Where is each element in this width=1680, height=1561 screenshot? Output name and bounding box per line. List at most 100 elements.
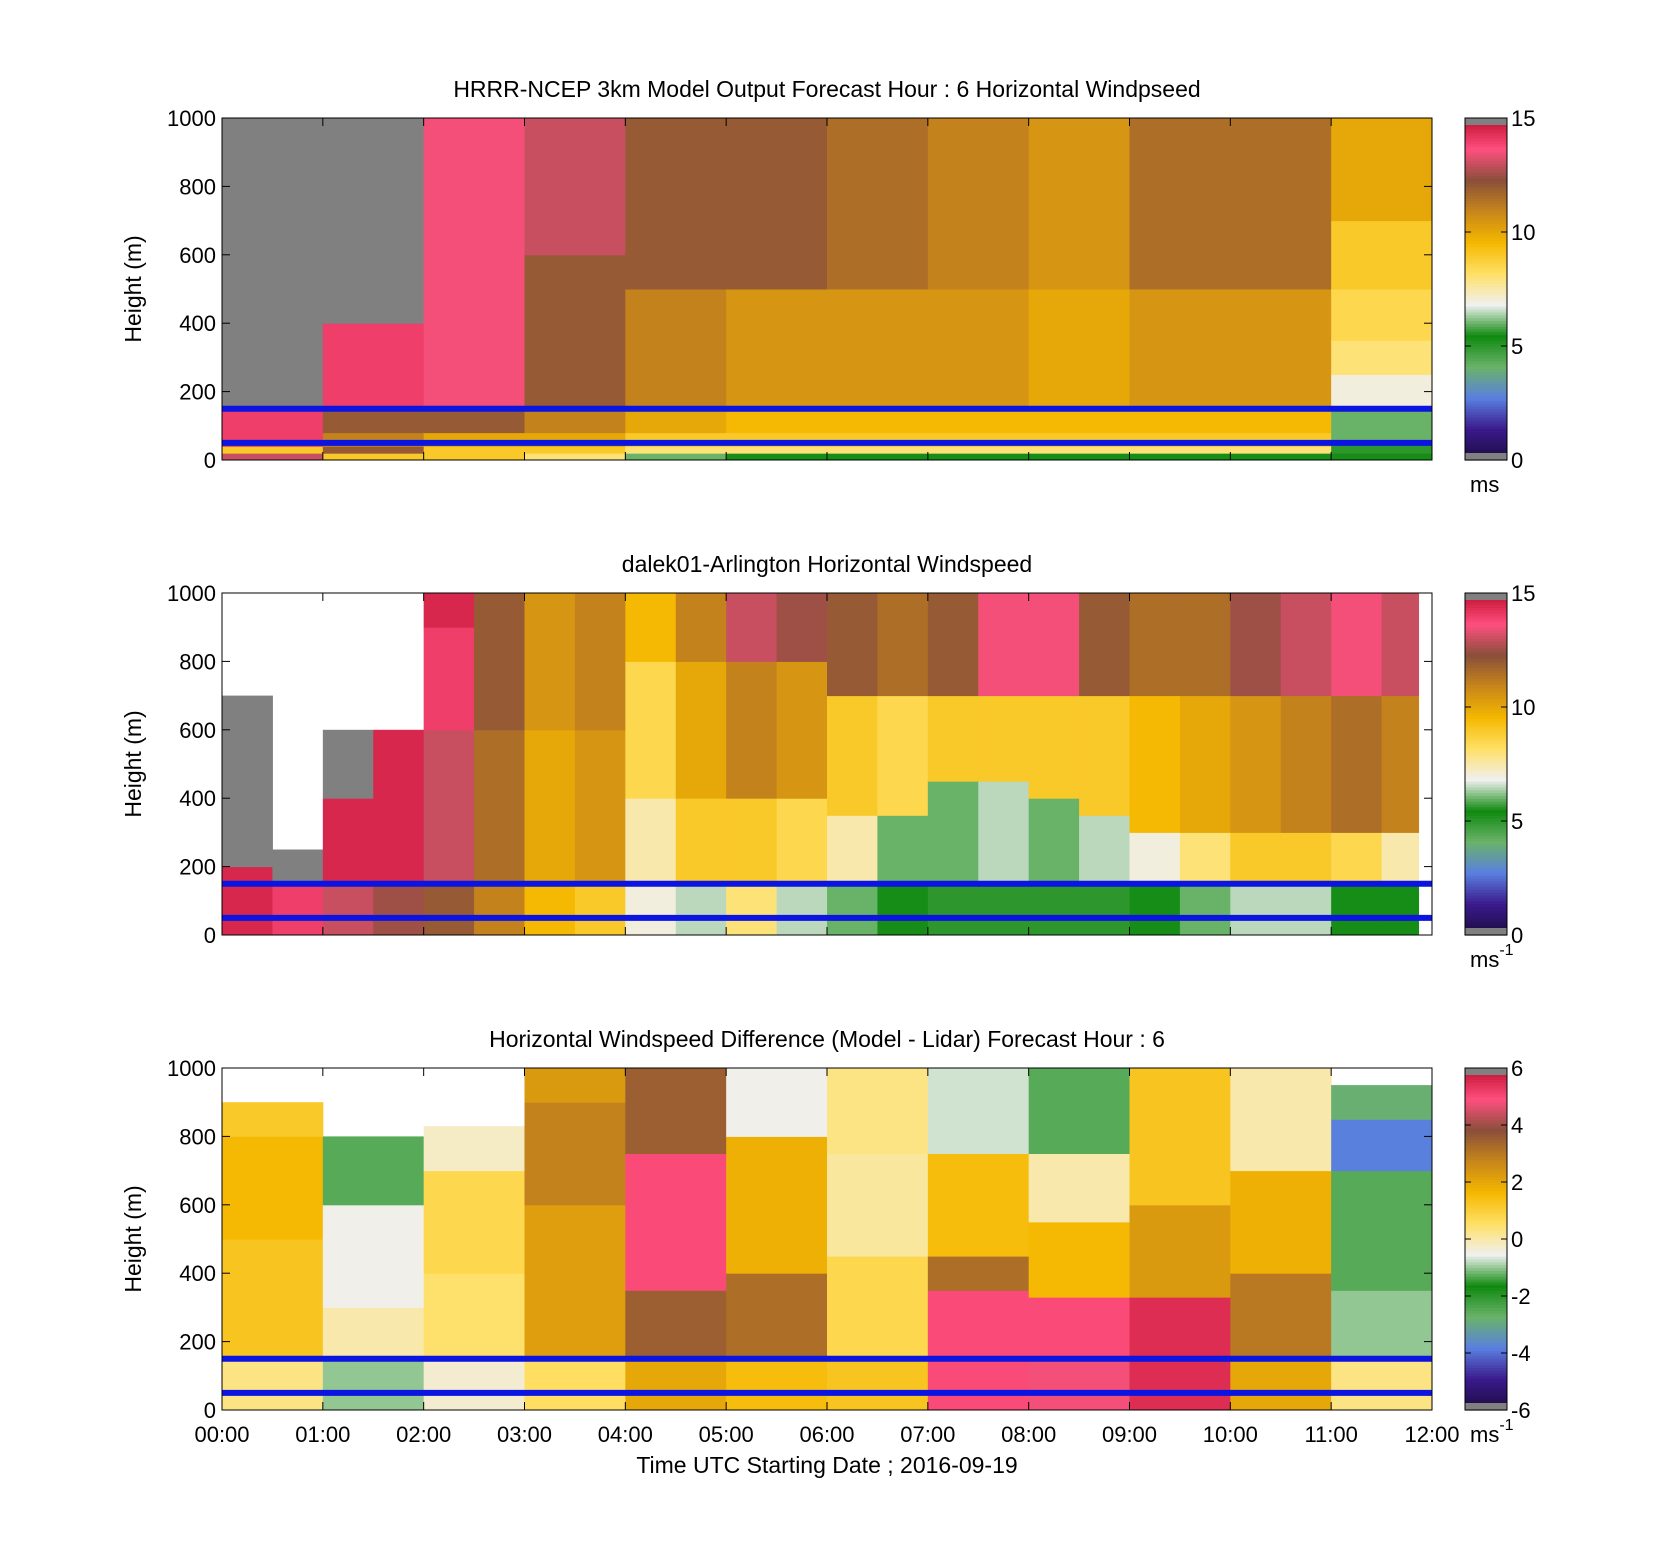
colorbar-strip [1465, 801, 1507, 805]
heatmap-cell [1230, 1358, 1332, 1411]
heatmap-cell [1079, 883, 1130, 936]
colorbar-strip [1465, 1344, 1507, 1348]
colorbar-strip [1465, 1221, 1507, 1226]
colorbar-strip [1465, 1156, 1507, 1160]
colorbar-strip [1465, 385, 1507, 390]
colorbar-strip [1465, 311, 1507, 316]
heatmap-cell [675, 661, 727, 799]
heatmap-cell [222, 453, 324, 461]
colorbar-tick-label: 5 [1511, 809, 1523, 834]
colorbar-strip [1465, 863, 1507, 868]
y-tick-label: 600 [179, 243, 216, 268]
colorbar-strip [1465, 1256, 1507, 1260]
heatmap-cell [1028, 593, 1080, 697]
colorbar-strip [1465, 1119, 1507, 1123]
colorbar-strip [1465, 1150, 1507, 1155]
colorbar-strip [1465, 838, 1507, 842]
heatmap-cell [1179, 883, 1231, 936]
colorbar-strip [1465, 363, 1507, 367]
heatmap-cell [1230, 1068, 1332, 1172]
colorbar-strip [1465, 420, 1507, 424]
heatmap-cell [423, 408, 525, 434]
colorbar-strip [1465, 257, 1507, 262]
colorbar-strip [1465, 1087, 1507, 1092]
colorbar-strip [1465, 160, 1507, 165]
colorbar-strip [1465, 297, 1507, 301]
heatmap-cell [927, 781, 979, 885]
colorbar-tick-label: 5 [1511, 334, 1523, 359]
heatmap-cell [322, 446, 425, 454]
heatmap-cell [222, 1102, 324, 1137]
colorbar-strip [1465, 175, 1507, 179]
colorbar-strip [1465, 132, 1507, 136]
colorbar-strip [1465, 1102, 1507, 1106]
colorbar-strip [1465, 792, 1507, 796]
colorbar-strip [1465, 707, 1507, 711]
heatmap-cell [726, 661, 778, 799]
colorbar-strip [1465, 177, 1507, 182]
colorbar-strip [1465, 840, 1507, 845]
colorbar-strip [1465, 615, 1507, 620]
colorbar-strip [1465, 320, 1507, 324]
colorbar-unit: ms [1470, 472, 1499, 497]
colorbar-tick-label: 0 [1511, 1227, 1523, 1252]
colorbar-strip [1465, 1315, 1507, 1320]
colorbar: 0 5 10 15 ms -1 [1464, 581, 1535, 972]
heatmap-cell [373, 729, 425, 885]
colorbar-strip [1465, 869, 1507, 873]
colorbar-strip [1465, 701, 1507, 705]
colorbar-strip [1465, 749, 1507, 754]
colorbar-strip [1465, 1201, 1507, 1206]
heatmap-cell [927, 695, 979, 782]
colorbar-strip [1465, 909, 1507, 913]
heatmap-cell [322, 323, 425, 410]
colorbar-strip [1465, 1298, 1507, 1303]
colorbar-strip [1465, 1230, 1507, 1234]
colorbar-strip [1465, 889, 1507, 893]
colorbar-tick-label: 6 [1511, 1056, 1523, 1081]
colorbar-strip [1465, 764, 1507, 768]
colorbar-strip [1465, 1085, 1507, 1089]
heatmap-cell [625, 798, 677, 885]
colorbar-strip [1465, 1224, 1507, 1229]
heatmap-cell [726, 883, 778, 936]
colorbar-strip [1465, 140, 1507, 145]
colorbar-strip [1465, 1335, 1507, 1340]
colorbar-strip [1465, 1244, 1507, 1249]
colorbar-strip [1465, 672, 1507, 677]
heatmap-cell [1028, 118, 1130, 290]
colorbar-strip [1465, 1199, 1507, 1203]
colorbar-strip [1465, 769, 1507, 774]
colorbar-strip [1465, 337, 1507, 341]
colorbar-strip [1465, 641, 1507, 645]
panel-title: Horizontal Windspeed Difference (Model -… [489, 1026, 1165, 1052]
colorbar-strip [1465, 203, 1507, 207]
colorbar-strip [1465, 906, 1507, 910]
heatmap-cell [423, 627, 475, 731]
heatmap-cell [1028, 289, 1130, 410]
heatmap-cell [322, 1358, 425, 1411]
heatmap-cell [726, 1068, 828, 1137]
heatmap-cell [222, 357, 324, 410]
x-axis-label: Time UTC Starting Date ; 2016-09-19 [636, 1452, 1017, 1478]
colorbar-strip [1465, 351, 1507, 356]
colorbar-strip [1465, 368, 1507, 373]
colorbar-strip [1465, 698, 1507, 702]
colorbar-strip [1465, 123, 1507, 128]
colorbar-strip [1465, 1144, 1507, 1149]
heatmap-cell [927, 1256, 1030, 1291]
colorbar-strip [1465, 1142, 1507, 1146]
colorbar-strip [1465, 334, 1507, 339]
colorbar-strip [1465, 647, 1507, 651]
colorbar-strip [1465, 652, 1507, 657]
colorbar-strip [1465, 326, 1507, 330]
colorbar-strip [1465, 249, 1507, 253]
colorbar-strip [1465, 1390, 1507, 1394]
colorbar-tick-label: 0 [1511, 923, 1523, 948]
heatmap-cell [625, 408, 727, 434]
heatmap-cell [423, 1126, 525, 1172]
colorbar-strip [1465, 1241, 1507, 1246]
colorbar-strip [1465, 684, 1507, 688]
colorbar-strip [1465, 1082, 1507, 1086]
